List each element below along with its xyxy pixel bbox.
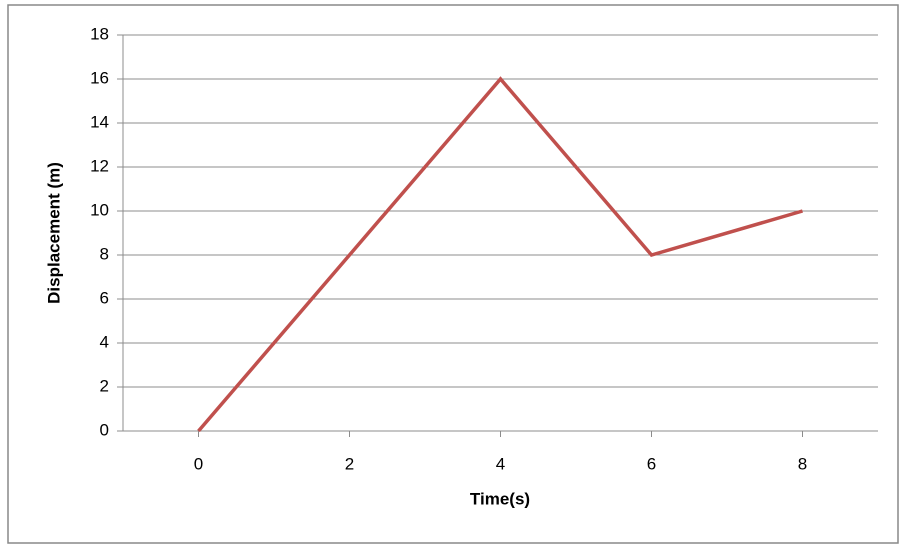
chart-border	[7, 4, 899, 544]
y-tick-label: 16	[90, 68, 109, 87]
y-axis-title: Displacement (m)	[44, 162, 63, 304]
y-tick-label: 18	[90, 24, 109, 43]
y-tick-label: 12	[90, 156, 109, 175]
y-tick-label: 0	[100, 420, 109, 439]
x-tick-label: 8	[798, 454, 807, 473]
x-axis-title: Time(s)	[470, 489, 530, 508]
y-tick-label: 10	[90, 200, 109, 219]
x-tick-label: 2	[345, 454, 354, 473]
x-tick-label: 4	[496, 454, 505, 473]
data-line	[197, 76, 803, 433]
y-tick-label: 8	[100, 244, 109, 263]
x-tick-label: 6	[647, 454, 656, 473]
y-tick-label: 6	[100, 288, 109, 307]
y-tick-label: 2	[100, 376, 109, 395]
y-tick-label: 4	[100, 332, 109, 351]
x-tick-label: 0	[194, 454, 203, 473]
y-tick-label: 14	[90, 112, 109, 131]
